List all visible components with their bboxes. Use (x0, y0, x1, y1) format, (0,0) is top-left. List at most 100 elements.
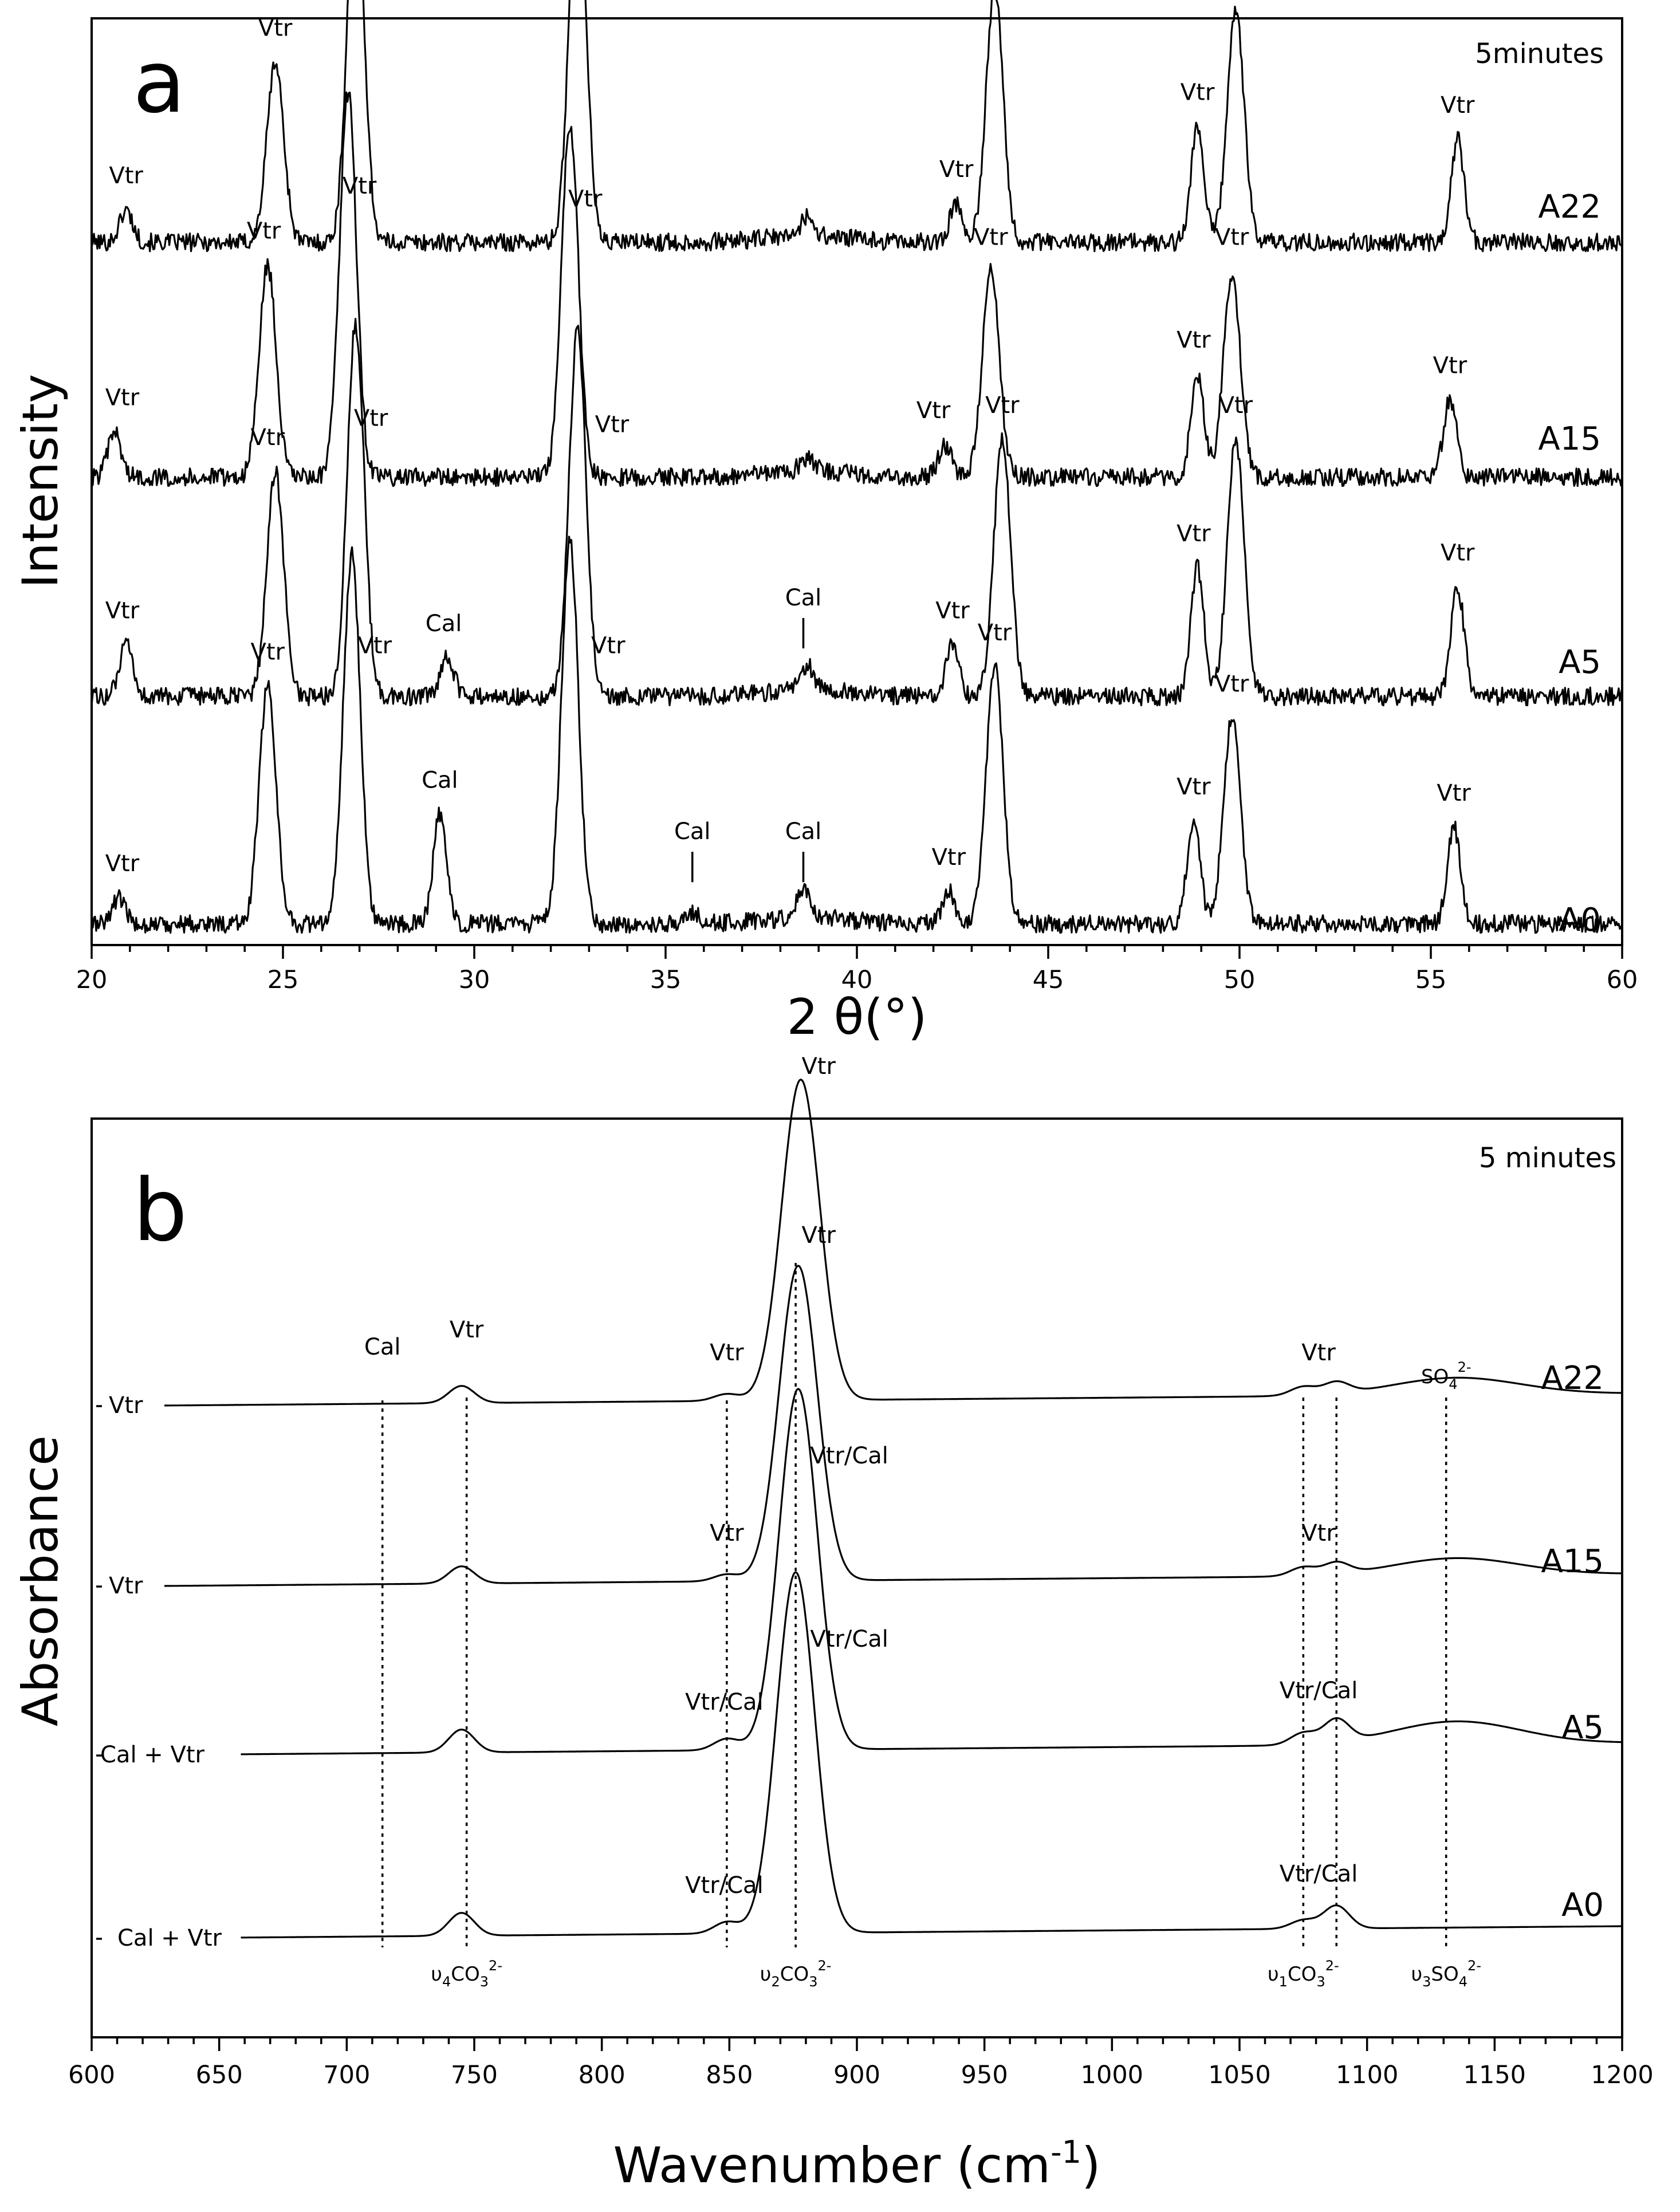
annotation-time-b: 5 minutes (1479, 1142, 1616, 1174)
x-axis-title-sup: -1 (1051, 2134, 1081, 2170)
peak-label: Vtr (1219, 392, 1253, 419)
band-assignment-label: υ4CO32- (431, 1958, 502, 1990)
band-label: Cal (364, 1334, 401, 1360)
peak-label: Vtr (939, 156, 974, 183)
band-label: Vtr/Cal (685, 1689, 764, 1715)
band-assignment-part: 3 (1316, 1974, 1325, 1990)
peak-label: Vtr (358, 632, 392, 659)
x-tick-label-b: 650 (196, 2061, 243, 2089)
band-assignment-part: υ (760, 1963, 772, 1986)
peak-label: Vtr (105, 597, 140, 624)
peak-label: Vtr (1181, 79, 1215, 105)
x-tick-label-b: 1200 (1591, 2061, 1653, 2089)
band-label: Vtr/Cal (810, 1626, 888, 1652)
xrd-trace-A22 (91, 0, 1623, 253)
peak-label: Vtr (105, 851, 140, 877)
band-assignment-part: CO (780, 1963, 809, 1986)
band-assignment-part: CO (1288, 1963, 1317, 1986)
sulfate-top-label-part: 4 (1449, 1376, 1457, 1392)
x-tick-label-a: 30 (459, 966, 490, 994)
annotation-time-a: 5minutes (1475, 38, 1604, 70)
x-tick-label-b: 750 (451, 2061, 498, 2089)
band-label: Vtr/Cal (810, 1443, 888, 1469)
peak-label: Vtr (916, 397, 951, 424)
x-axis-title-main: Wavenumber (cm (613, 2137, 1051, 2194)
band-assignment-part: 2- (1325, 1958, 1339, 1974)
band-label: Vtr (1301, 1520, 1336, 1546)
series-label-A5: A5 (1561, 1709, 1604, 1746)
x-tick-label-a: 25 (267, 966, 299, 994)
band-label: Vtr (1301, 1340, 1336, 1366)
xrd-trace-A15 (91, 91, 1623, 487)
series-label-A22: A22 (1538, 188, 1601, 226)
peak-label: Vtr (595, 412, 629, 438)
peak-label: Vtr (985, 392, 1020, 419)
left-label-A22: Vtr (109, 1392, 143, 1419)
panel-b-ftir: 600 650 700 750 800 850 900 950 1000 1050 1100 1150… (12, 1053, 1654, 2194)
band-assignment-part: 3 (809, 1974, 817, 1990)
peak-label: Vtr (247, 218, 281, 244)
series-label-A0: A0 (1561, 1887, 1604, 1924)
peak-label: Vtr (105, 385, 140, 411)
x-tick-label-b: 1000 (1081, 2061, 1143, 2089)
peak-label: Vtr (1177, 327, 1211, 353)
band-label: Vtr/Cal (1280, 1678, 1358, 1704)
band-assignment-part: υ (1268, 1963, 1279, 1986)
peak-label: Cal (426, 611, 462, 637)
band-assignment-part: 2- (1467, 1958, 1481, 1974)
band-assignment-part: 2- (818, 1958, 832, 1974)
xrd-trace-A5 (91, 317, 1623, 707)
peak-label: Vtr (354, 405, 388, 431)
series-label-A22: A22 (1541, 1360, 1604, 1397)
band-assignment-label: υ3SO42- (1411, 1958, 1481, 1990)
x-tick-label-b: 600 (68, 2061, 115, 2089)
band-assignment-label: υ1CO32- (1268, 1958, 1339, 1990)
peak-label: Vtr (258, 15, 293, 41)
peak-label: Vtr (1177, 521, 1211, 547)
y-axis-title-a: Intensity (12, 374, 69, 588)
peak-label: Vtr (978, 620, 1012, 646)
band-label: Vtr/Cal (685, 1872, 764, 1899)
x-tick-label-b: 1100 (1336, 2061, 1398, 2089)
ftir-trace-A15 (164, 1265, 1623, 1587)
left-label-A15: Vtr (109, 1573, 143, 1599)
panel-letter-a: a (133, 33, 186, 132)
band-assignment-label: υ2CO32- (760, 1958, 832, 1990)
band-assignment-part: 1 (1279, 1974, 1288, 1990)
band-assignment-part: 3 (1422, 1974, 1431, 1990)
xrd-trace-A0 (91, 536, 1623, 934)
peak-label: Vtr (1441, 540, 1475, 566)
band-assignment-part: 4 (1459, 1974, 1467, 1990)
peak-label: Vtr (251, 424, 285, 451)
sulfate-top-label: SO42- (1421, 1359, 1472, 1392)
band-label: Vtr (710, 1520, 744, 1546)
band-label: Vtr/Cal (1280, 1861, 1358, 1887)
x-tick-label-b: 1050 (1208, 2061, 1270, 2089)
peak-label: Vtr (1215, 225, 1249, 251)
band-assignment-part: CO (451, 1963, 480, 1986)
series-label-A5: A5 (1559, 644, 1601, 681)
band-assignment-part: υ (431, 1963, 442, 1986)
x-tick-label-a: 35 (650, 966, 682, 994)
band-assignment-part: 2- (489, 1958, 502, 1974)
peak-label: Cal (674, 818, 711, 845)
x-tick-label-a: 20 (76, 966, 108, 994)
x-tick-label-a: 40 (841, 966, 873, 994)
left-label-A5: Cal + Vtr (100, 1742, 205, 1768)
peak-label: Vtr (109, 163, 143, 189)
x-axis-title-end: ) (1081, 2137, 1101, 2194)
band-assignment-part: SO (1431, 1963, 1458, 1986)
series-label-A15: A15 (1541, 1543, 1604, 1580)
peak-label: Vtr (343, 173, 377, 199)
series-label-A0: A0 (1559, 902, 1601, 939)
peak-label: Cal (422, 767, 458, 794)
peak-label: Cal (785, 585, 822, 611)
left-label-A0: Cal + Vtr (117, 1925, 222, 1951)
peak-label: Vtr (932, 844, 966, 871)
peak-label: Vtr (935, 597, 970, 624)
peak-label: Vtr (1177, 774, 1211, 800)
x-tick-label-b: 900 (833, 2061, 880, 2089)
series-label-A15: A15 (1538, 420, 1601, 458)
x-tick-label-b: 950 (961, 2061, 1008, 2089)
